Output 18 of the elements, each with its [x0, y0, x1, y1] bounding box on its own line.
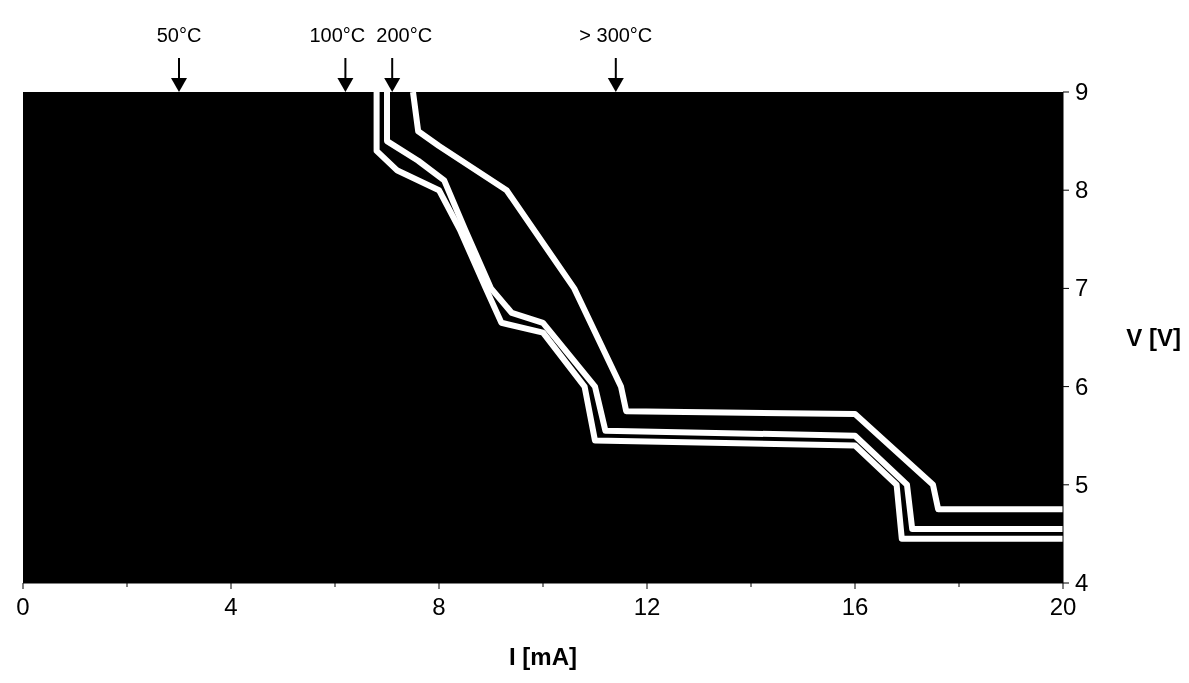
x-axis-title: I [mA] — [509, 643, 577, 670]
y-axis-title: V [V] — [1126, 323, 1181, 351]
x-tick-label: 0 — [16, 593, 30, 620]
x-tick-label: 12 — [633, 593, 661, 620]
text: 100°C — [309, 24, 366, 46]
x-tick-label: 20 — [1049, 593, 1077, 620]
y-tick-label: 5 — [1075, 470, 1089, 498]
y-tick-label: 4 — [1075, 569, 1089, 596]
x-tick-label: 8 — [432, 593, 446, 620]
text: 200°C — [376, 24, 433, 46]
y-tick-label: 8 — [1075, 176, 1089, 204]
y-tick-label: 9 — [1075, 78, 1089, 105]
y-tick-label: 7 — [1075, 274, 1089, 302]
y-tick-label: 6 — [1075, 372, 1089, 400]
text: 50°C — [156, 24, 202, 46]
text: > 300°C — [579, 24, 653, 46]
x-tick-label: 16 — [841, 593, 869, 620]
x-tick-label: 4 — [224, 593, 238, 620]
